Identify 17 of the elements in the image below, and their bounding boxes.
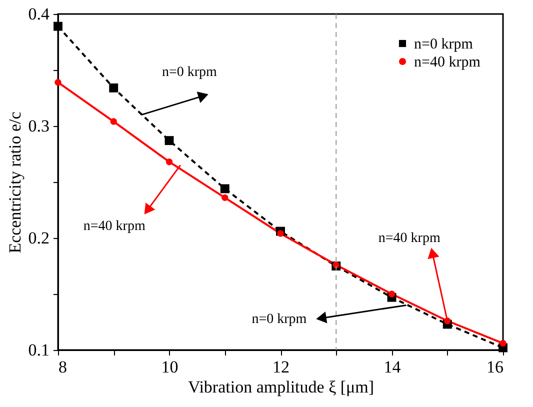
y-tick-label: 0.2 <box>28 228 50 248</box>
y-tick-label: 0.3 <box>28 116 50 136</box>
x-tick-label: 12 <box>272 358 290 376</box>
x-tick-label: 16 <box>486 358 504 376</box>
x-tick-label: 10 <box>161 358 178 376</box>
y-tick-label: 0.1 <box>28 340 50 360</box>
annotation: n=40 krpm <box>83 219 146 234</box>
annotation: n=0 krpm <box>162 64 218 80</box>
annotation: n=0 krpm <box>252 312 307 328</box>
x-axis-title: Vibration amplitude ξ [μm] <box>188 378 374 396</box>
x-tick-label: 8 <box>58 358 67 376</box>
legend-label: n=0 krpm <box>414 36 474 52</box>
y-axis-title: Eccentricity ratio e/c <box>5 111 24 254</box>
x-tick-label: 14 <box>384 358 402 376</box>
y-tick-label: 0.4 <box>28 4 50 24</box>
legend-label: n=40 krpm <box>414 54 481 70</box>
annotation: n=40 krpm <box>378 230 440 246</box>
